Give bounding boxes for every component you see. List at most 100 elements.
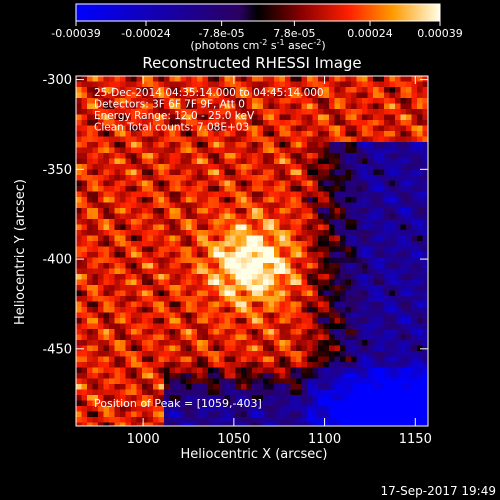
heatmap-cell [422,406,428,412]
heatmap-cell [334,417,341,423]
heatmap-cell [241,98,247,104]
heatmap-cell [147,400,154,407]
heatmap-cell [378,411,385,418]
heatmap-cell [142,103,148,110]
heatmap-cell [164,268,170,275]
heatmap-cell [400,345,407,352]
heatmap-cell [92,241,99,247]
heatmap-cell [202,109,209,115]
heatmap-cell [147,241,154,247]
heatmap-cell [224,219,231,225]
heatmap-cell [153,312,159,319]
heatmap-cell [252,351,258,357]
heatmap-cell [131,406,137,412]
heatmap-cell [109,147,115,154]
heatmap-cell [384,120,390,126]
heatmap-cell [389,334,396,341]
heatmap-cell [92,180,99,187]
heatmap-cell [290,208,297,214]
heatmap-cell [186,301,192,308]
heatmap-cell [142,153,148,159]
heatmap-cell [180,301,187,308]
heatmap-cell [395,257,401,264]
heatmap-cell [246,296,253,302]
heatmap-cell [340,197,346,203]
heatmap-cell [230,268,236,275]
heatmap-cell [351,307,357,313]
heatmap-cell [290,219,297,225]
heatmap-cell [202,345,209,352]
heatmap-cell [356,92,363,99]
heatmap-cell [274,202,280,209]
heatmap-cell [411,230,418,236]
heatmap-cell [378,373,385,379]
heatmap-cell [241,224,247,231]
heatmap-cell [103,373,110,379]
heatmap-cell [202,296,209,302]
heatmap-cell [274,186,280,192]
heatmap-cell [109,235,115,242]
heatmap-cell [131,158,137,165]
heatmap-cell [351,147,357,154]
heatmap-cell [98,257,104,264]
heatmap-cell [301,279,308,286]
heatmap-cell [98,208,104,214]
heatmap-cell [235,312,242,319]
heatmap-cell [290,235,297,242]
heatmap-cell [252,103,258,110]
heatmap-cell [208,169,214,176]
heatmap-cell [191,158,198,165]
heatmap-cell [197,76,203,82]
colorbar-tick-label: 7.8e-05 [273,27,315,40]
heatmap-cell [373,191,379,198]
heatmap-cell [274,213,280,220]
heatmap-cell [395,158,401,165]
heatmap-cell [114,230,121,236]
heatmap-cell [367,373,374,379]
heatmap-cell [147,340,154,346]
heatmap-cell [92,422,99,426]
heatmap-cell [169,274,176,280]
heatmap-cell [411,158,418,165]
heatmap-cell [81,384,88,390]
heatmap-cell [103,406,110,412]
heatmap-cell [81,406,88,412]
heatmap-cell [268,147,275,154]
heatmap-cell [191,263,198,269]
heatmap-cell [373,164,379,170]
heatmap-cell [131,186,137,192]
heatmap-cell [136,400,143,407]
heatmap-cell [340,76,346,82]
heatmap-cell [103,180,110,187]
heatmap-cell [384,422,390,426]
heatmap-cell [279,246,286,253]
heatmap-cell [373,208,379,214]
heatmap-cell [219,318,225,324]
heatmap-cell [158,422,165,426]
heatmap-cell [290,142,297,148]
heatmap-cell [334,120,341,126]
heatmap-cell [400,422,407,426]
heatmap-cell [213,378,220,385]
heatmap-cell [373,92,379,99]
heatmap-cell [252,356,258,363]
heatmap-cell [329,411,335,418]
heatmap-cell [400,197,407,203]
heatmap-cell [296,351,302,357]
heatmap-cell [257,296,264,302]
heatmap-cell [230,263,236,269]
heatmap-cell [406,87,412,93]
heatmap-cell [389,98,396,104]
heatmap-cell [417,290,423,297]
heatmap-cell [224,367,231,374]
heatmap-cell [307,164,313,170]
heatmap-cell [114,312,121,319]
heatmap-cell [224,120,231,126]
heatmap-cell [153,323,159,330]
heatmap-cell [230,395,236,401]
heatmap-cell [213,120,220,126]
heatmap-cell [175,136,181,143]
heatmap-cell [279,268,286,275]
heatmap-cell [384,224,390,231]
heatmap-cell [224,76,231,82]
